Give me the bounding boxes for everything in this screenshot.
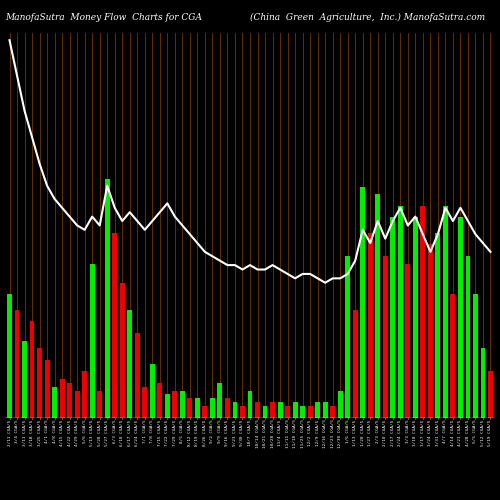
- Bar: [413, 218, 418, 418]
- Text: (China  Green  Agriculture,  Inc.) ManofaSutra.com: (China Green Agriculture, Inc.) ManofaSu…: [250, 12, 485, 22]
- Bar: [406, 264, 410, 418]
- Bar: [218, 383, 222, 418]
- Bar: [240, 406, 245, 417]
- Bar: [37, 348, 42, 418]
- Bar: [74, 390, 80, 417]
- Bar: [390, 218, 395, 418]
- Bar: [383, 256, 388, 418]
- Bar: [30, 322, 35, 418]
- Bar: [322, 402, 328, 417]
- Bar: [105, 179, 110, 418]
- Bar: [248, 390, 252, 417]
- Bar: [150, 364, 154, 418]
- Bar: [67, 383, 72, 418]
- Bar: [82, 372, 87, 418]
- Bar: [7, 294, 12, 418]
- Bar: [450, 294, 456, 418]
- Bar: [300, 406, 305, 417]
- Bar: [285, 406, 290, 417]
- Bar: [232, 402, 237, 417]
- Bar: [165, 394, 170, 417]
- Bar: [142, 386, 147, 418]
- Bar: [270, 402, 275, 417]
- Bar: [360, 186, 365, 418]
- Bar: [488, 372, 493, 418]
- Bar: [98, 390, 102, 417]
- Bar: [60, 379, 64, 418]
- Bar: [188, 398, 192, 417]
- Bar: [120, 283, 124, 418]
- Bar: [292, 402, 298, 417]
- Bar: [158, 383, 162, 418]
- Bar: [210, 398, 215, 417]
- Bar: [466, 256, 470, 418]
- Bar: [353, 310, 358, 418]
- Bar: [52, 386, 57, 418]
- Bar: [14, 310, 20, 418]
- Bar: [458, 218, 463, 418]
- Bar: [180, 390, 185, 417]
- Bar: [330, 406, 335, 417]
- Bar: [90, 264, 94, 418]
- Bar: [368, 232, 372, 418]
- Bar: [473, 294, 478, 418]
- Bar: [308, 406, 312, 417]
- Bar: [420, 206, 426, 418]
- Bar: [338, 390, 342, 417]
- Bar: [255, 402, 260, 417]
- Bar: [195, 398, 200, 417]
- Bar: [128, 310, 132, 418]
- Bar: [346, 256, 350, 418]
- Bar: [398, 206, 402, 418]
- Text: ManofaSutra  Money Flow  Charts for CGA: ManofaSutra Money Flow Charts for CGA: [5, 12, 202, 22]
- Bar: [278, 402, 282, 417]
- Bar: [135, 333, 140, 417]
- Bar: [428, 244, 433, 418]
- Bar: [436, 232, 440, 418]
- Bar: [315, 402, 320, 417]
- Bar: [262, 406, 268, 417]
- Bar: [225, 398, 230, 417]
- Bar: [443, 206, 448, 418]
- Bar: [480, 348, 486, 418]
- Bar: [112, 232, 117, 418]
- Bar: [44, 360, 50, 418]
- Bar: [376, 194, 380, 418]
- Bar: [172, 390, 178, 417]
- Bar: [202, 406, 207, 417]
- Bar: [22, 340, 27, 417]
